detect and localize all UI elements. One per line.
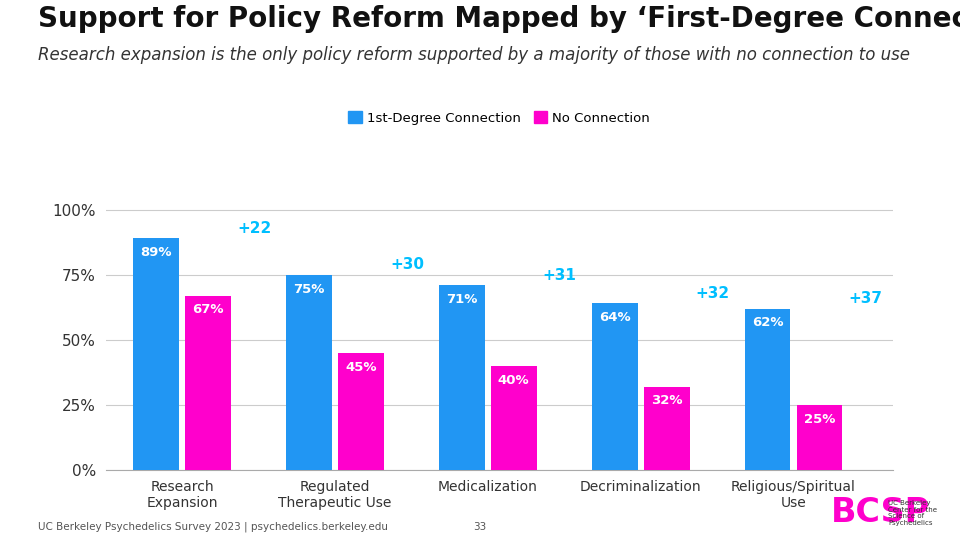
Text: 71%: 71% (446, 293, 477, 306)
Text: +32: +32 (696, 286, 730, 301)
Text: 40%: 40% (498, 374, 530, 387)
Text: BCSP: BCSP (830, 496, 929, 529)
Bar (591, 303, 637, 470)
Text: +30: +30 (390, 257, 424, 272)
Bar (338, 353, 384, 470)
Bar (439, 285, 485, 470)
Text: 75%: 75% (293, 282, 324, 295)
Text: +31: +31 (542, 268, 577, 282)
Text: +22: +22 (237, 221, 272, 236)
Text: 25%: 25% (804, 413, 835, 426)
Text: 45%: 45% (345, 361, 376, 374)
Text: 62%: 62% (752, 316, 783, 329)
Text: UC Berkeley
Center for the
Science of
Psychedelics: UC Berkeley Center for the Science of Ps… (888, 500, 937, 526)
Bar (643, 387, 689, 470)
Text: Support for Policy Reform Mapped by ‘First-Degree Connection’ to Use: Support for Policy Reform Mapped by ‘Fir… (38, 5, 960, 33)
Bar (286, 275, 332, 470)
Text: 64%: 64% (599, 311, 631, 324)
Text: UC Berkeley Psychedelics Survey 2023 | psychedelics.berkeley.edu: UC Berkeley Psychedelics Survey 2023 | p… (38, 522, 389, 532)
Bar (745, 308, 790, 470)
Text: 89%: 89% (140, 246, 172, 259)
Text: 67%: 67% (192, 303, 224, 316)
Bar (133, 238, 179, 470)
Bar (185, 295, 231, 470)
Bar (797, 405, 842, 470)
Text: +37: +37 (849, 291, 882, 306)
Bar (491, 366, 537, 470)
Legend: 1st-Degree Connection, No Connection: 1st-Degree Connection, No Connection (348, 111, 650, 125)
Text: Research expansion is the only policy reform supported by a majority of those wi: Research expansion is the only policy re… (38, 46, 910, 64)
Text: 33: 33 (473, 522, 487, 532)
Text: 32%: 32% (651, 394, 683, 407)
